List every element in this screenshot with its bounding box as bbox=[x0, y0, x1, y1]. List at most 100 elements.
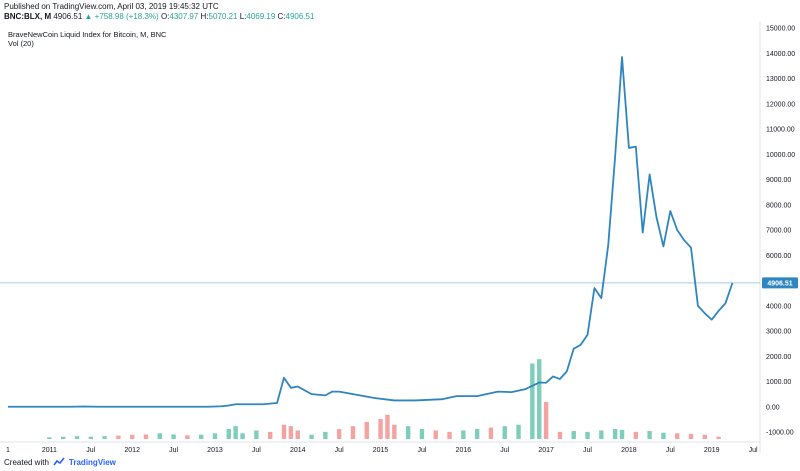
volume-bar bbox=[405, 426, 411, 439]
price-line bbox=[8, 56, 734, 408]
x-tick-label: Jul bbox=[86, 447, 95, 453]
last-price-badge bbox=[762, 277, 798, 289]
volume-bar bbox=[571, 431, 576, 439]
volume-bar bbox=[171, 434, 176, 439]
last-price-label: 4906.51 bbox=[767, 280, 792, 287]
volume-bar bbox=[392, 424, 397, 439]
volume-bar bbox=[281, 424, 287, 439]
x-tick-label: 2013 bbox=[207, 447, 223, 453]
volume-bar bbox=[543, 401, 549, 439]
x-tick-label: 1 bbox=[6, 447, 10, 453]
volume-bar bbox=[143, 434, 149, 439]
volume-bar bbox=[557, 431, 563, 439]
series-legend: BraveNewCoin Liquid Index for Bitcoin, M… bbox=[8, 30, 167, 39]
published-line: Published on TradingView.com, April 03, … bbox=[4, 2, 219, 11]
volume-bar bbox=[288, 426, 294, 439]
tradingview-logo-icon bbox=[53, 457, 65, 466]
x-tick-label: 2014 bbox=[290, 447, 306, 453]
brand-name[interactable]: TradingView bbox=[68, 457, 116, 467]
volume-bar bbox=[675, 433, 680, 439]
volume-bar bbox=[240, 433, 245, 439]
y-tick-label: 14000.00 bbox=[766, 51, 795, 58]
x-tick-label: 2019 bbox=[704, 447, 720, 453]
volume-bar bbox=[350, 426, 356, 439]
volume-bar bbox=[102, 436, 107, 439]
y-tick-label: 12000.00 bbox=[766, 101, 795, 108]
x-tick-label: Jul bbox=[335, 447, 344, 453]
volume-bar bbox=[433, 430, 438, 439]
close-value: 4906.51 bbox=[285, 12, 315, 21]
volume-bar bbox=[647, 431, 652, 439]
symbol: BNC:BLX, M bbox=[4, 12, 52, 21]
volume-bar bbox=[633, 431, 639, 439]
x-tick-label: 2012 bbox=[124, 447, 140, 453]
volume-bar bbox=[88, 436, 93, 439]
volume-bar bbox=[378, 419, 383, 439]
low-value: 4069.19 bbox=[246, 12, 276, 21]
x-tick-label: Jul bbox=[417, 447, 426, 453]
volume-bar bbox=[323, 431, 328, 439]
y-tick-label: 9000.00 bbox=[766, 177, 791, 184]
x-tick-label: Jul bbox=[252, 447, 261, 453]
volume-bar bbox=[702, 434, 708, 439]
volume-bar bbox=[129, 434, 135, 439]
y-tick-label: -1000.00 bbox=[766, 430, 794, 437]
last-price: 4906.51 bbox=[53, 12, 83, 21]
volume-bar bbox=[364, 421, 369, 439]
y-tick-label: 2000.00 bbox=[766, 354, 791, 361]
volume-bar bbox=[716, 436, 721, 439]
y-tick-label: 7000.00 bbox=[766, 228, 791, 235]
volume-bar bbox=[537, 359, 542, 439]
y-tick-label: 0.00 bbox=[766, 404, 780, 411]
y-tick-label: 6000.00 bbox=[766, 253, 791, 260]
volume-bar bbox=[688, 433, 694, 439]
volume-bar bbox=[447, 431, 452, 439]
high-label: H: bbox=[200, 12, 209, 21]
volume-bar bbox=[295, 430, 300, 439]
high-value: 5070.21 bbox=[208, 12, 238, 21]
volume-bar bbox=[585, 431, 590, 439]
volume-bar bbox=[157, 433, 162, 439]
y-tick-label: 1000.00 bbox=[766, 379, 791, 386]
volume-legend: Vol (20) bbox=[8, 39, 34, 48]
volume-bar bbox=[385, 414, 390, 439]
y-tick-label: 4000.00 bbox=[766, 303, 791, 310]
volume-bar bbox=[488, 427, 494, 439]
y-tick-label: 11000.00 bbox=[766, 127, 795, 134]
created-with-label: Created with bbox=[4, 457, 49, 467]
volume-bar bbox=[185, 435, 190, 439]
volume-bar bbox=[661, 432, 666, 439]
volume-bar bbox=[516, 424, 521, 439]
up-arrow-icon: ▲ bbox=[84, 12, 93, 21]
volume-bar bbox=[267, 431, 273, 439]
symbol-line: BNC:BLX, M 4906.51 ▲ +758.98 (+18.3%) O:… bbox=[4, 12, 314, 21]
x-tick-label: 2016 bbox=[456, 447, 472, 453]
x-tick-label: Jul bbox=[666, 447, 675, 453]
y-tick-label: 10000.00 bbox=[766, 152, 795, 159]
chart-background bbox=[0, 22, 800, 453]
volume-bar bbox=[419, 429, 425, 439]
volume-bar bbox=[619, 429, 625, 439]
volume-bar bbox=[47, 437, 52, 439]
volume-bar bbox=[226, 429, 231, 439]
x-tick-label: Jul bbox=[583, 447, 592, 453]
footer: Created with TradingView bbox=[4, 457, 116, 467]
volume-bar bbox=[599, 430, 604, 439]
volume-bar bbox=[116, 435, 121, 439]
volume-bar bbox=[212, 433, 218, 439]
y-tick-label: 15000.00 bbox=[766, 26, 795, 33]
low-label: L: bbox=[239, 12, 247, 21]
x-tick-label: Jul bbox=[169, 447, 178, 453]
volume-bar bbox=[233, 426, 238, 439]
volume-bar bbox=[198, 434, 204, 439]
y-tick-label: 13000.00 bbox=[766, 76, 795, 83]
chart-frame[interactable]: -1000.00 0.00 1000.00 2000.00 3000.00 4000.00… bbox=[0, 22, 800, 454]
open-value: 4307.97 bbox=[169, 12, 199, 21]
price-chart[interactable]: -1000.00 0.00 1000.00 2000.00 3000.00 4000.00… bbox=[0, 22, 800, 454]
open-label: O: bbox=[160, 12, 170, 21]
volume-bar bbox=[612, 429, 618, 439]
volume-bar bbox=[461, 430, 466, 439]
volume-bar bbox=[74, 436, 80, 439]
x-tick-label: 2017 bbox=[538, 447, 554, 453]
y-tick-label: 3000.00 bbox=[766, 329, 791, 336]
